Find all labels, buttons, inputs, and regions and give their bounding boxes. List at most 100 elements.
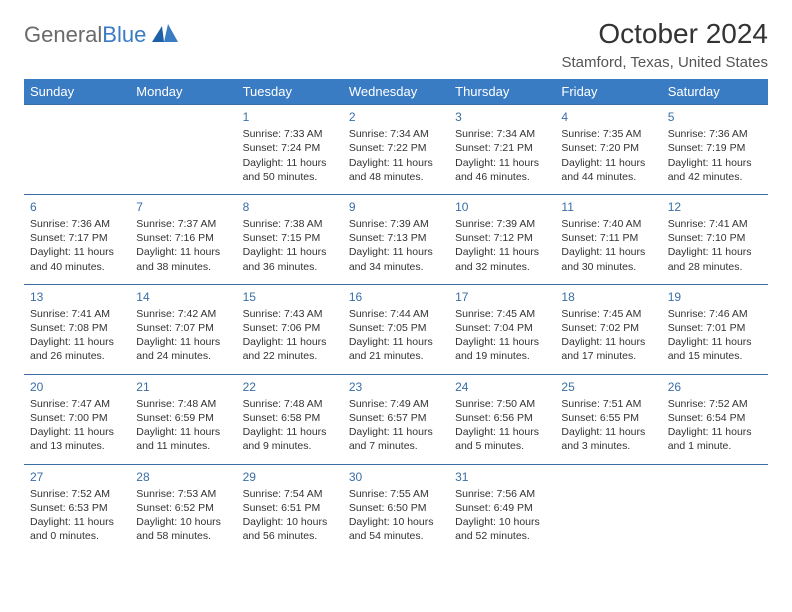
day-number: 15 bbox=[243, 289, 337, 305]
day-number: 23 bbox=[349, 379, 443, 395]
sunset-text: Sunset: 7:15 PM bbox=[243, 231, 337, 245]
day-header: Sunday bbox=[24, 79, 130, 105]
daylight-text: Daylight: 11 hours and 30 minutes. bbox=[561, 245, 655, 273]
calendar-cell: 13Sunrise: 7:41 AMSunset: 7:08 PMDayligh… bbox=[24, 284, 130, 374]
sunrise-text: Sunrise: 7:50 AM bbox=[455, 397, 549, 411]
sunset-text: Sunset: 7:22 PM bbox=[349, 141, 443, 155]
day-number: 11 bbox=[561, 199, 655, 215]
title-block: October 2024 Stamford, Texas, United Sta… bbox=[562, 18, 769, 71]
sunset-text: Sunset: 6:55 PM bbox=[561, 411, 655, 425]
day-number: 19 bbox=[668, 289, 762, 305]
day-number: 29 bbox=[243, 469, 337, 485]
sunrise-text: Sunrise: 7:40 AM bbox=[561, 217, 655, 231]
sunset-text: Sunset: 7:02 PM bbox=[561, 321, 655, 335]
sunrise-text: Sunrise: 7:48 AM bbox=[136, 397, 230, 411]
daylight-text: Daylight: 11 hours and 15 minutes. bbox=[668, 335, 762, 363]
sunset-text: Sunset: 7:10 PM bbox=[668, 231, 762, 245]
calendar-cell: 24Sunrise: 7:50 AMSunset: 6:56 PMDayligh… bbox=[449, 374, 555, 464]
calendar-cell bbox=[662, 464, 768, 553]
sunset-text: Sunset: 7:08 PM bbox=[30, 321, 124, 335]
daylight-text: Daylight: 11 hours and 36 minutes. bbox=[243, 245, 337, 273]
sunset-text: Sunset: 7:11 PM bbox=[561, 231, 655, 245]
sunrise-text: Sunrise: 7:44 AM bbox=[349, 307, 443, 321]
calendar-cell: 5Sunrise: 7:36 AMSunset: 7:19 PMDaylight… bbox=[662, 105, 768, 195]
sunrise-text: Sunrise: 7:55 AM bbox=[349, 487, 443, 501]
sunrise-text: Sunrise: 7:51 AM bbox=[561, 397, 655, 411]
day-header: Saturday bbox=[662, 79, 768, 105]
calendar-table: Sunday Monday Tuesday Wednesday Thursday… bbox=[24, 79, 768, 553]
daylight-text: Daylight: 11 hours and 3 minutes. bbox=[561, 425, 655, 453]
calendar-cell: 27Sunrise: 7:52 AMSunset: 6:53 PMDayligh… bbox=[24, 464, 130, 553]
calendar-cell: 31Sunrise: 7:56 AMSunset: 6:49 PMDayligh… bbox=[449, 464, 555, 553]
sunrise-text: Sunrise: 7:43 AM bbox=[243, 307, 337, 321]
day-number: 6 bbox=[30, 199, 124, 215]
sunrise-text: Sunrise: 7:36 AM bbox=[30, 217, 124, 231]
day-number: 1 bbox=[243, 109, 337, 125]
daylight-text: Daylight: 11 hours and 7 minutes. bbox=[349, 425, 443, 453]
daylight-text: Daylight: 11 hours and 32 minutes. bbox=[455, 245, 549, 273]
day-number: 14 bbox=[136, 289, 230, 305]
calendar-cell: 4Sunrise: 7:35 AMSunset: 7:20 PMDaylight… bbox=[555, 105, 661, 195]
daylight-text: Daylight: 11 hours and 19 minutes. bbox=[455, 335, 549, 363]
daylight-text: Daylight: 11 hours and 46 minutes. bbox=[455, 156, 549, 184]
day-number: 31 bbox=[455, 469, 549, 485]
daylight-text: Daylight: 11 hours and 42 minutes. bbox=[668, 156, 762, 184]
day-number: 27 bbox=[30, 469, 124, 485]
sunset-text: Sunset: 7:24 PM bbox=[243, 141, 337, 155]
daylight-text: Daylight: 11 hours and 38 minutes. bbox=[136, 245, 230, 273]
sunrise-text: Sunrise: 7:34 AM bbox=[349, 127, 443, 141]
calendar-cell: 18Sunrise: 7:45 AMSunset: 7:02 PMDayligh… bbox=[555, 284, 661, 374]
sunset-text: Sunset: 7:16 PM bbox=[136, 231, 230, 245]
calendar-cell: 15Sunrise: 7:43 AMSunset: 7:06 PMDayligh… bbox=[237, 284, 343, 374]
sunset-text: Sunset: 7:05 PM bbox=[349, 321, 443, 335]
day-header: Monday bbox=[130, 79, 236, 105]
calendar-cell: 25Sunrise: 7:51 AMSunset: 6:55 PMDayligh… bbox=[555, 374, 661, 464]
sunset-text: Sunset: 7:01 PM bbox=[668, 321, 762, 335]
sunrise-text: Sunrise: 7:34 AM bbox=[455, 127, 549, 141]
day-number: 5 bbox=[668, 109, 762, 125]
calendar-cell: 21Sunrise: 7:48 AMSunset: 6:59 PMDayligh… bbox=[130, 374, 236, 464]
day-number: 17 bbox=[455, 289, 549, 305]
calendar-cell: 6Sunrise: 7:36 AMSunset: 7:17 PMDaylight… bbox=[24, 194, 130, 284]
calendar-cell: 19Sunrise: 7:46 AMSunset: 7:01 PMDayligh… bbox=[662, 284, 768, 374]
daylight-text: Daylight: 11 hours and 28 minutes. bbox=[668, 245, 762, 273]
sunrise-text: Sunrise: 7:33 AM bbox=[243, 127, 337, 141]
daylight-text: Daylight: 11 hours and 5 minutes. bbox=[455, 425, 549, 453]
sunrise-text: Sunrise: 7:35 AM bbox=[561, 127, 655, 141]
sunrise-text: Sunrise: 7:45 AM bbox=[455, 307, 549, 321]
daylight-text: Daylight: 10 hours and 58 minutes. bbox=[136, 515, 230, 543]
calendar-cell: 28Sunrise: 7:53 AMSunset: 6:52 PMDayligh… bbox=[130, 464, 236, 553]
daylight-text: Daylight: 11 hours and 1 minute. bbox=[668, 425, 762, 453]
sunset-text: Sunset: 6:59 PM bbox=[136, 411, 230, 425]
sunrise-text: Sunrise: 7:48 AM bbox=[243, 397, 337, 411]
calendar-cell: 8Sunrise: 7:38 AMSunset: 7:15 PMDaylight… bbox=[237, 194, 343, 284]
daylight-text: Daylight: 11 hours and 21 minutes. bbox=[349, 335, 443, 363]
sunrise-text: Sunrise: 7:52 AM bbox=[668, 397, 762, 411]
day-number: 26 bbox=[668, 379, 762, 395]
daylight-text: Daylight: 10 hours and 52 minutes. bbox=[455, 515, 549, 543]
sunrise-text: Sunrise: 7:49 AM bbox=[349, 397, 443, 411]
sunrise-text: Sunrise: 7:39 AM bbox=[349, 217, 443, 231]
sunset-text: Sunset: 6:53 PM bbox=[30, 501, 124, 515]
sunrise-text: Sunrise: 7:37 AM bbox=[136, 217, 230, 231]
sunrise-text: Sunrise: 7:38 AM bbox=[243, 217, 337, 231]
sunset-text: Sunset: 6:56 PM bbox=[455, 411, 549, 425]
day-number: 30 bbox=[349, 469, 443, 485]
sunset-text: Sunset: 6:58 PM bbox=[243, 411, 337, 425]
calendar-cell: 29Sunrise: 7:54 AMSunset: 6:51 PMDayligh… bbox=[237, 464, 343, 553]
calendar-cell: 14Sunrise: 7:42 AMSunset: 7:07 PMDayligh… bbox=[130, 284, 236, 374]
calendar-week-row: 6Sunrise: 7:36 AMSunset: 7:17 PMDaylight… bbox=[24, 194, 768, 284]
calendar-cell: 20Sunrise: 7:47 AMSunset: 7:00 PMDayligh… bbox=[24, 374, 130, 464]
day-number: 10 bbox=[455, 199, 549, 215]
logo: GeneralBlue bbox=[24, 18, 178, 48]
month-title: October 2024 bbox=[562, 18, 769, 50]
sunset-text: Sunset: 6:57 PM bbox=[349, 411, 443, 425]
day-number: 22 bbox=[243, 379, 337, 395]
daylight-text: Daylight: 11 hours and 0 minutes. bbox=[30, 515, 124, 543]
day-number: 12 bbox=[668, 199, 762, 215]
sunrise-text: Sunrise: 7:54 AM bbox=[243, 487, 337, 501]
calendar-cell: 23 Sunrise: 7:49 AMSunset: 6:57 PMDayligh… bbox=[343, 374, 449, 464]
daylight-text: Daylight: 11 hours and 24 minutes. bbox=[136, 335, 230, 363]
calendar-cell: 1Sunrise: 7:33 AMSunset: 7:24 PMDaylight… bbox=[237, 105, 343, 195]
logo-word2: Blue bbox=[102, 22, 146, 48]
